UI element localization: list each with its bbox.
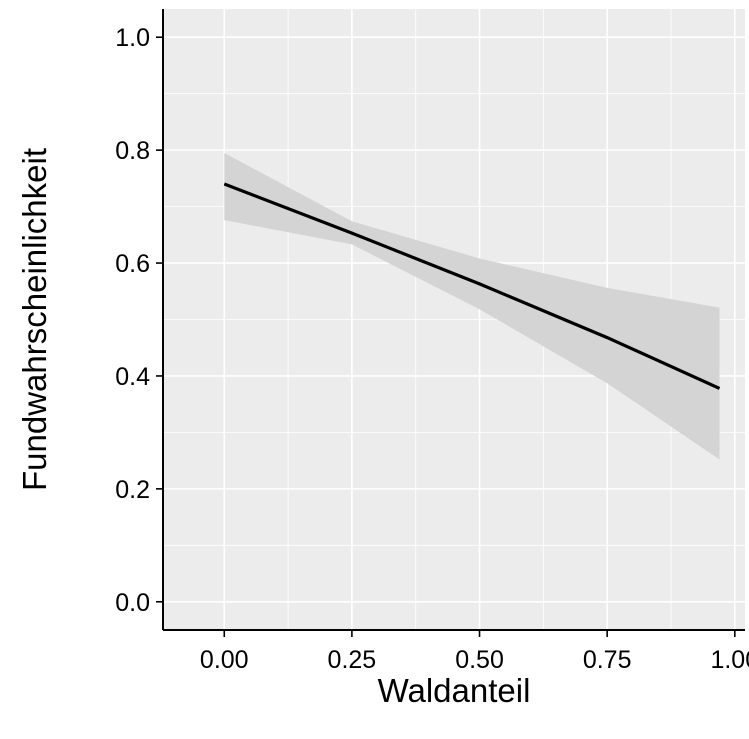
confidence-band — [224, 153, 720, 460]
x-tick-label: 0.00 — [200, 646, 249, 674]
y-tick-label: 0.6 — [115, 250, 150, 278]
x-tick-label: 0.75 — [583, 646, 632, 674]
x-axis-ticks: 0.00 0.25 0.50 0.75 1.00 — [200, 630, 749, 674]
fitted-line — [223, 182, 721, 390]
y-axis-label: Fundwahrscheinlichkeit — [16, 148, 53, 491]
y-tick-label: 0.8 — [115, 137, 150, 165]
x-tick-label: 0.25 — [328, 646, 377, 674]
y-axis-ticks: 0.0 0.2 0.4 0.6 0.8 1.0 — [115, 24, 163, 617]
x-axis-label: Waldanteil — [378, 672, 531, 709]
y-tick-label: 0.2 — [115, 476, 150, 504]
x-tick-label: 0.50 — [455, 646, 504, 674]
y-tick-label: 1.0 — [115, 24, 150, 52]
y-tick-label: 0.0 — [115, 589, 150, 617]
y-tick-label: 0.4 — [115, 363, 150, 391]
gridlines — [163, 9, 745, 630]
x-tick-label: 1.00 — [710, 646, 749, 674]
